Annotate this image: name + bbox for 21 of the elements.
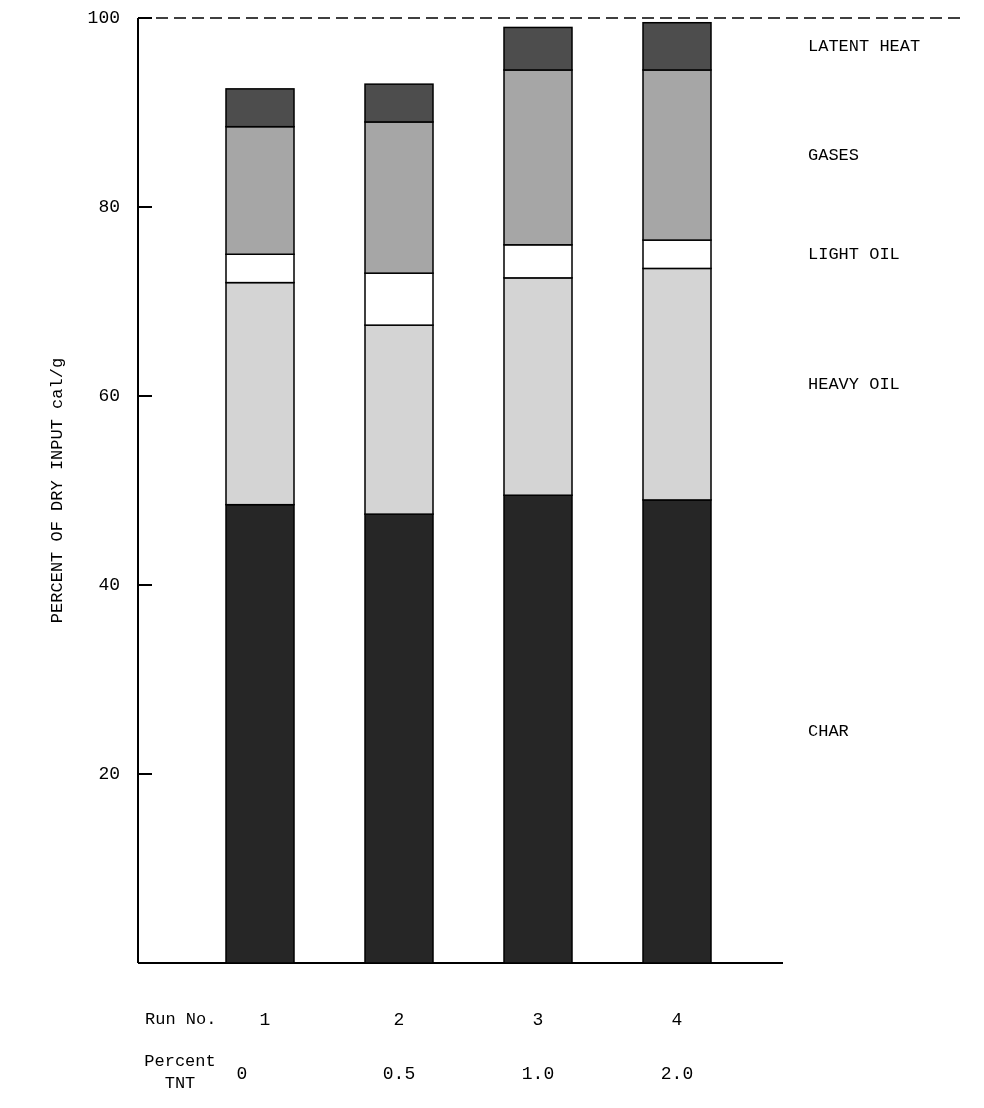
text: HEAVY OIL — [808, 374, 900, 394]
x-tick-label: 4 — [671, 1009, 683, 1030]
y-tick-label: 80 — [98, 196, 120, 217]
text: LATENT HEAT — [808, 36, 921, 56]
y-tick-label: 60 — [98, 385, 120, 406]
text: 0.5 — [382, 1063, 416, 1084]
y-tick-label: 20 — [98, 763, 120, 784]
text: CHAR — [808, 721, 849, 741]
x-tick-label: 3 — [532, 1009, 544, 1030]
y-tick-label: 40 — [98, 574, 120, 595]
y-tick-label: 100 — [87, 7, 120, 28]
x-tick-label: 1 — [259, 1009, 271, 1030]
text: LIGHT OIL — [808, 244, 900, 264]
text: 2.0 — [660, 1063, 694, 1084]
text: Run No. — [145, 1010, 217, 1030]
text: 1.0 — [521, 1063, 555, 1084]
text: GASES — [808, 145, 860, 165]
text: Percent TNT — [144, 1052, 216, 1094]
x-tick-label: 2 — [393, 1009, 405, 1030]
text: 0 — [236, 1063, 248, 1084]
y-axis-title: PERCENT OF DRY INPUT cal/g — [48, 357, 68, 624]
